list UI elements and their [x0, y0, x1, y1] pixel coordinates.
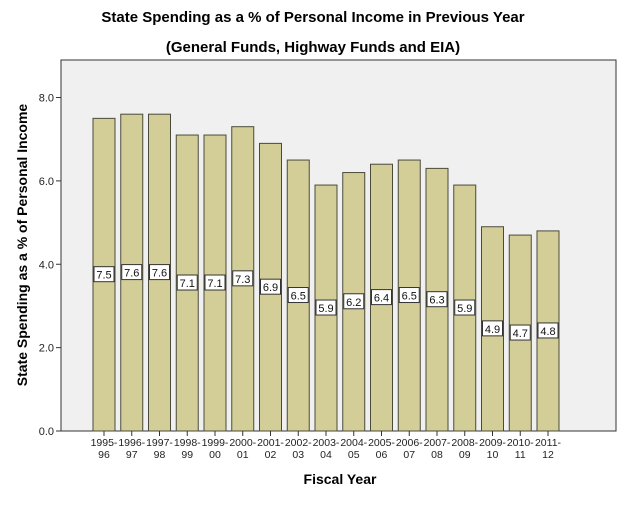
data-label: 7.6: [152, 268, 167, 280]
x-tick-label: 06: [376, 449, 388, 461]
x-tick-label: 2011-: [535, 437, 562, 449]
x-tick-label: 1995-: [91, 437, 118, 449]
x-tick-label: 05: [348, 449, 360, 461]
x-axis: 1995-96 1996-97 1997-98 1998-99 1999-00 2000-…: [91, 431, 562, 461]
x-tick-label: 2004-: [340, 437, 367, 449]
data-label-box: [176, 274, 198, 291]
x-tick-label: 09: [459, 449, 471, 461]
x-tick-label: 1996-: [118, 437, 145, 449]
y-axis-label: State Spending as a % of Personal Income: [14, 104, 30, 387]
data-label-box: [149, 264, 170, 281]
y-tick-label: 8.0: [39, 93, 54, 105]
data-label-box: [260, 278, 281, 295]
y-tick-label: 2.0: [39, 343, 54, 355]
bars: 7.5 7.6 7.6 7.1 7.1 7.3 6.9 6.5 5.9 6.2 6.4 6.5 6.3 5…: [92, 113, 560, 432]
data-label: 7.1: [180, 278, 195, 290]
data-label: 7.6: [124, 268, 139, 280]
x-tick-label: 2003-: [313, 437, 340, 449]
y-tick-label: 6.0: [39, 176, 54, 188]
x-axis-label: Fiscal Year: [304, 471, 377, 487]
data-label-box: [509, 324, 531, 341]
data-label: 4.8: [540, 326, 555, 338]
x-tick-label: 12: [542, 449, 554, 461]
data-label: 6.5: [402, 291, 417, 303]
x-tick-label: 2000-: [229, 437, 256, 449]
y-tick-label: 0.0: [39, 426, 54, 438]
data-label-box: [398, 287, 420, 304]
x-tick-label: 03: [292, 449, 304, 461]
x-tick-label: 2005-: [368, 437, 395, 449]
x-tick-label: 04: [320, 449, 332, 461]
data-label-box: [315, 299, 337, 316]
x-tick-label: 01: [237, 449, 249, 461]
x-tick-label: 11: [515, 449, 526, 461]
x-tick-label: 2002-: [285, 437, 312, 449]
plot-area: [60, 59, 617, 432]
y-tick-label: 4.0: [39, 259, 54, 271]
x-tick-label: 00: [209, 449, 221, 461]
data-label: 4.9: [485, 324, 500, 336]
data-label-box: [232, 270, 254, 287]
x-tick-label: 98: [154, 449, 166, 461]
x-tick-label: 1999-: [202, 437, 229, 449]
data-label: 6.2: [346, 297, 361, 309]
data-label-box: [454, 299, 476, 316]
data-label: 7.3: [235, 274, 250, 286]
x-tick-label: 2007-: [424, 437, 451, 449]
data-label: 6.4: [374, 293, 389, 305]
data-label-box: [121, 264, 143, 281]
x-tick-label: 97: [126, 449, 138, 461]
x-tick-label: 1997-: [146, 437, 173, 449]
x-tick-label: 2010-: [507, 437, 534, 449]
x-tick-label: 02: [265, 449, 277, 461]
x-tick-label: 2006-: [396, 437, 423, 449]
x-tick-label: 07: [403, 449, 415, 461]
x-tick-label: 99: [181, 449, 193, 461]
x-tick-label: 2009-: [479, 437, 506, 449]
data-label-box: [287, 287, 309, 304]
data-label-box: [537, 322, 559, 339]
data-label: 5.9: [457, 303, 472, 315]
data-label-box: [343, 293, 365, 310]
data-label: 6.9: [263, 282, 278, 294]
data-label: 7.1: [207, 278, 222, 290]
data-label-box: [426, 291, 448, 308]
data-label-box: [204, 274, 226, 291]
data-label: 6.3: [429, 295, 444, 307]
x-tick-label: 10: [487, 449, 499, 461]
data-label: 4.7: [513, 328, 528, 340]
chart-subtitle: (General Funds, Highway Funds and EIA): [166, 39, 460, 56]
data-label: 6.5: [291, 291, 306, 303]
data-label-box: [371, 289, 392, 306]
data-label: 5.9: [318, 303, 333, 315]
y-axis: 0.0 2.0 4.0 6.0 8.0: [39, 93, 61, 438]
x-tick-label: 96: [98, 449, 110, 461]
data-label-box: [482, 320, 503, 337]
x-tick-label: 08: [431, 449, 443, 461]
x-tick-label: 2001-: [257, 437, 284, 449]
x-tick-label: 2008-: [451, 437, 478, 449]
chart-title: State Spending as a % of Personal Income…: [101, 9, 524, 26]
data-label-box: [93, 266, 115, 283]
data-label: 7.5: [96, 270, 111, 282]
x-tick-label: 1998-: [174, 437, 201, 449]
